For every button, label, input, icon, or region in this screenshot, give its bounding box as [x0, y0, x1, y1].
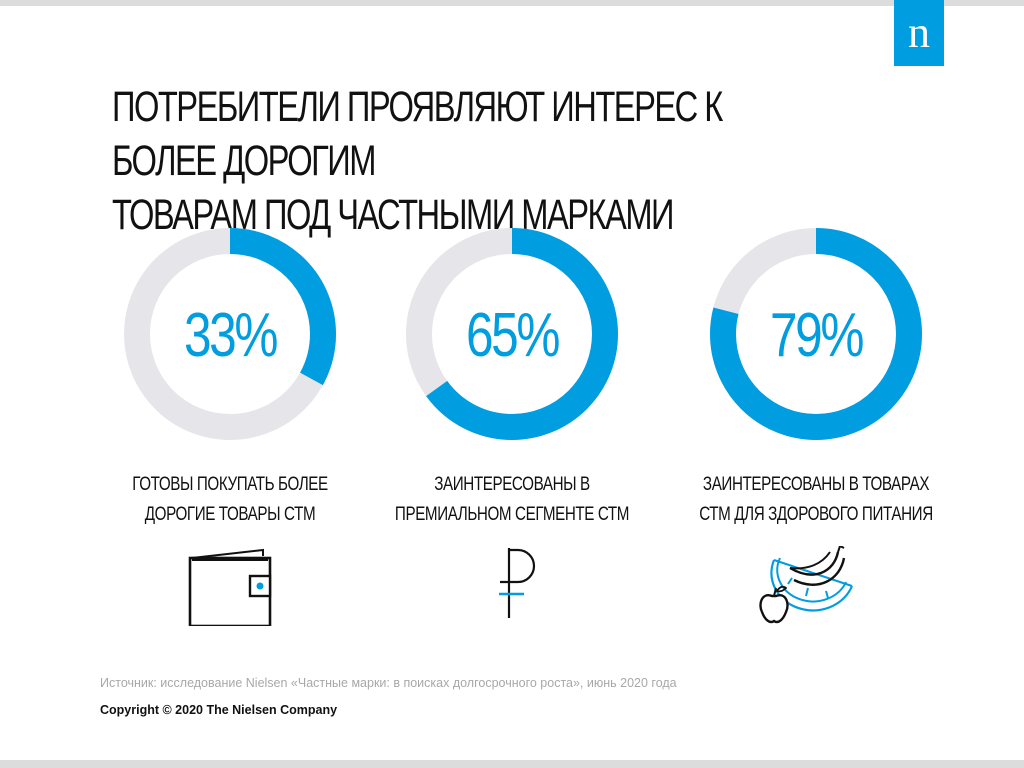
page-title: ПОТРЕБИТЕЛИ ПРОЯВЛЯЮТ ИНТЕРЕС К БОЛЕЕ ДО…	[112, 80, 735, 242]
donut-value-arc-2	[406, 228, 618, 440]
stat-label-2-line-1: ЗАИНТЕРЕСОВАНЫ В	[434, 474, 590, 495]
donut-value-arc-1	[124, 228, 336, 440]
ruble-icon	[499, 548, 536, 618]
copyright-text: Copyright © 2020 The Nielsen Company	[100, 703, 338, 717]
donut-chart-1	[124, 228, 336, 440]
stat-label-3-line-2: СТМ ДЛЯ ЗДОРОВОГО ПИТАНИЯ	[699, 504, 933, 525]
donut-chart-2	[406, 228, 618, 440]
stat-label-1-line-2: ДОРОГИЕ ТОВАРЫ СТМ	[144, 504, 316, 525]
wallet-icon	[188, 548, 272, 626]
stat-label-2-line-2: ПРЕМИАЛЬНОМ СЕГМЕНТЕ СТМ	[394, 504, 630, 525]
stat-label-3-line-1: ЗАИНТЕРЕСОВАНЫ В ТОВАРАХ	[702, 474, 930, 495]
donut-value-arc-3	[710, 228, 922, 440]
stat-value-2: 65%	[465, 301, 560, 370]
stat-label-3: ЗАИНТЕРЕСОВАНЫ В ТОВАРАХ СТМ ДЛЯ ЗДОРОВО…	[684, 470, 948, 530]
fruit-icon	[759, 546, 854, 624]
stat-label-1: ГОТОВЫ ПОКУПАТЬ БОЛЕЕ ДОРОГИЕ ТОВАРЫ СТМ	[98, 470, 362, 530]
bottom-band	[0, 760, 1024, 768]
stat-card-2: 65% ЗАИНТЕРЕСОВАНЫ В ПРЕМИАЛЬНОМ СЕГМЕНТ…	[367, 228, 657, 628]
source-note: Источник: исследование Nielsen «Частные …	[100, 676, 677, 690]
stat-card-1: 33% ГОТОВЫ ПОКУПАТЬ БОЛЕЕ ДОРОГИЕ ТОВАРЫ…	[85, 228, 375, 628]
stat-value-1: 33%	[183, 301, 278, 370]
title-line-1: ПОТРЕБИТЕЛИ ПРОЯВЛЯЮТ ИНТЕРЕС К БОЛЕЕ ДО…	[112, 83, 723, 185]
stat-value-3: 79%	[769, 301, 864, 370]
stat-label-2: ЗАИНТЕРЕСОВАНЫ В ПРЕМИАЛЬНОМ СЕГМЕНТЕ СТ…	[380, 470, 644, 530]
nielsen-logo: n	[894, 0, 944, 66]
donut-chart-3	[710, 228, 922, 440]
stat-label-1-line-1: ГОТОВЫ ПОКУПАТЬ БОЛЕЕ	[132, 474, 328, 495]
stat-card-3: 79% ЗАИНТЕРЕСОВАНЫ В ТОВАРАХ СТМ ДЛЯ ЗДО…	[671, 228, 961, 628]
top-band	[0, 0, 1024, 6]
